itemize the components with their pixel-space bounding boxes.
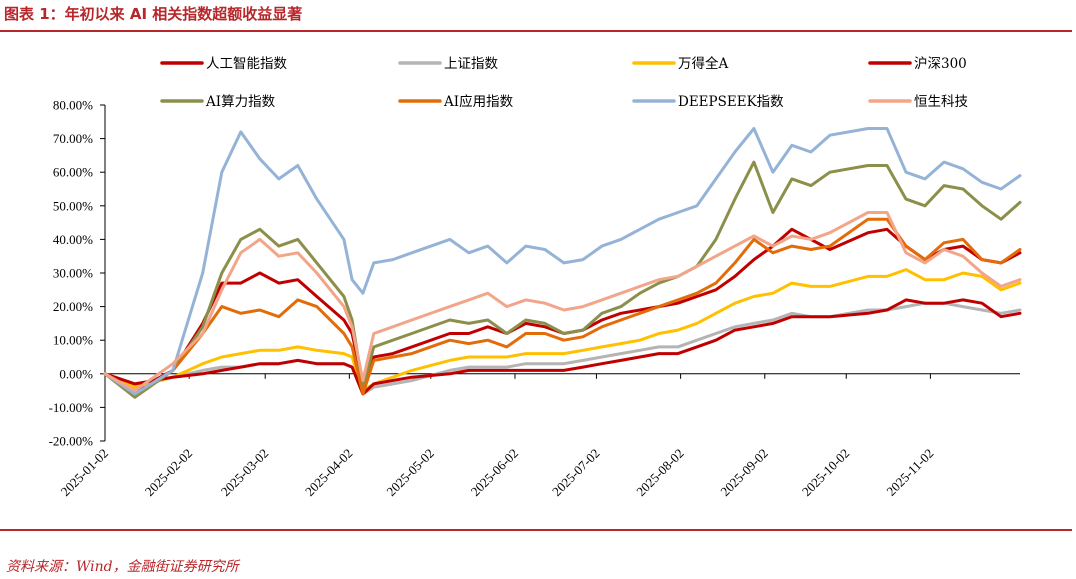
top-rule: [0, 30, 1072, 32]
x-tick-label: 2025-02-02: [142, 446, 196, 500]
series-line-2: [103, 301, 1022, 396]
y-tick-label: 20.00%: [53, 299, 93, 314]
x-tick-label: 2025-11-02: [883, 446, 936, 499]
x-axis: 2025-01-02 2025-02-02 2025-03-02 2025-04-02…: [58, 373, 1020, 500]
y-tick-label: 30.00%: [53, 266, 93, 281]
series-line-8: [103, 211, 1022, 393]
y-tick-label: 70.00%: [53, 131, 93, 146]
y-tick-label: 40.00%: [53, 232, 93, 247]
y-tick-label: -10.00%: [49, 400, 94, 415]
x-tick-label: 2025-08-02: [633, 446, 687, 500]
y-tick-label: 10.00%: [53, 333, 93, 348]
legend-label: 沪深300: [914, 56, 967, 72]
bottom-rule: [0, 529, 1072, 531]
y-tick-label: 80.00%: [53, 98, 93, 113]
y-tick-label: 50.00%: [53, 198, 93, 213]
legend-label: AI算力指数: [205, 94, 276, 110]
legend-label: AI应用指数: [443, 93, 514, 110]
x-tick-label: 2025-07-02: [549, 446, 603, 500]
legend-label: 人工智能指数: [206, 56, 287, 72]
chart-title: 图表 1：年初以来 AI 相关指数超额收益显著: [4, 5, 303, 23]
legend-label: 万得全A: [678, 55, 728, 72]
legend-label: 上证指数: [444, 56, 498, 72]
x-tick-label: 2025-06-02: [468, 446, 522, 500]
series-group: [103, 127, 1022, 399]
x-tick-label: 2025-09-02: [717, 446, 771, 500]
series-line-5: [103, 160, 1022, 399]
legend-label: 恒生科技: [914, 94, 968, 110]
series-line-4: [103, 298, 1022, 396]
x-tick-label: 2025-03-02: [218, 446, 272, 500]
series-line-3: [103, 268, 1022, 393]
y-tick-label: 0.00%: [59, 366, 93, 381]
legend: 人工智能指数 上证指数 万得全A 沪深300 AI算力指数 AI应用指数 DEEPSEEK指…: [160, 55, 968, 110]
x-tick-label: 2025-04-02: [302, 446, 356, 500]
y-axis: -20.00% -10.00% 0.00% 10.00% 20.00% 30.00% 40.…: [49, 98, 106, 449]
x-tick-label: 2025-05-02: [383, 446, 437, 500]
series-line-7: [103, 127, 1022, 396]
x-tick-label: 2025-10-02: [799, 446, 853, 500]
y-tick-label: 60.00%: [53, 165, 93, 180]
x-tick-label: 2025-01-02: [58, 446, 112, 500]
legend-label: DEEPSEEK指数: [678, 94, 784, 110]
series-line-6: [103, 217, 1022, 396]
y-tick-label: -20.00%: [49, 434, 94, 449]
source-note: 资料来源：Wind，金融街证券研究所: [6, 559, 239, 575]
